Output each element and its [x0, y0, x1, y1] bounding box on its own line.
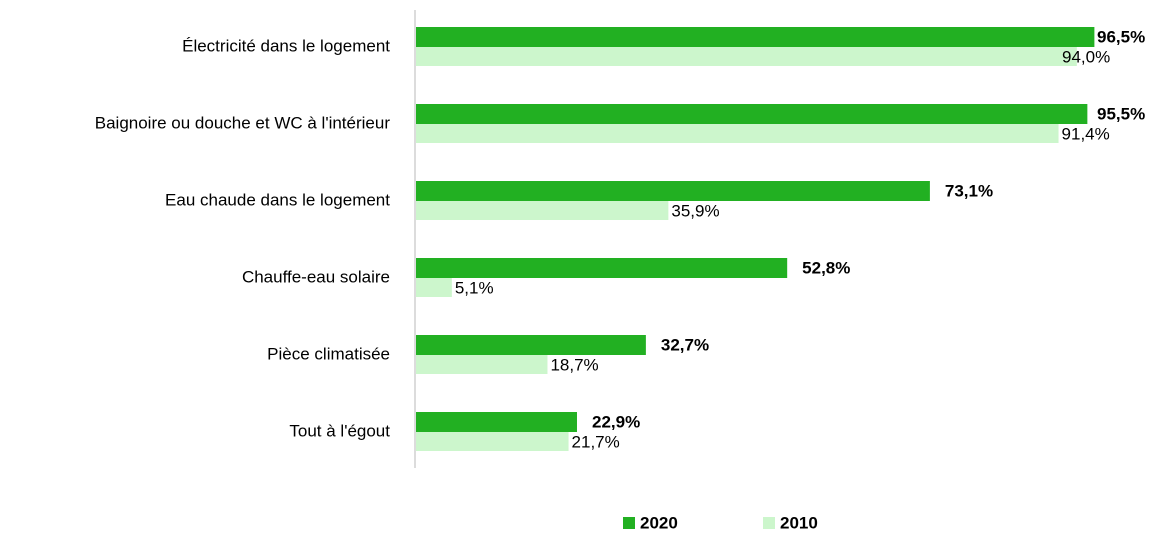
data-label: 22,9%	[592, 412, 640, 431]
category-label: Eau chaude dans le logement	[165, 190, 390, 209]
bar	[416, 412, 577, 432]
bar	[416, 258, 788, 278]
bar	[416, 27, 1095, 47]
category-label: Chauffe-eau solaire	[242, 267, 390, 286]
data-label: 91,4%	[1062, 124, 1110, 143]
bar	[416, 278, 452, 297]
data-label: 32,7%	[661, 335, 709, 354]
bar	[416, 47, 1077, 66]
category-label: Électricité dans le logement	[182, 36, 390, 55]
legend-swatch	[763, 517, 775, 529]
bar	[416, 201, 669, 220]
legend-label: 2020	[640, 513, 678, 532]
bar	[416, 432, 569, 451]
data-label: 95,5%	[1097, 104, 1145, 123]
data-label: 35,9%	[671, 201, 719, 220]
data-label: 96,5%	[1097, 27, 1145, 46]
data-label: 18,7%	[550, 355, 598, 374]
bar	[416, 181, 930, 201]
bar	[416, 355, 548, 374]
data-label: 52,8%	[802, 258, 850, 277]
bar	[416, 335, 646, 355]
legend-swatch	[623, 517, 635, 529]
category-label: Baignoire ou douche et WC à l'intérieur	[95, 113, 391, 132]
legend-label: 2010	[780, 513, 818, 532]
category-label: Tout à l'égout	[289, 421, 390, 440]
data-label: 21,7%	[572, 432, 620, 451]
category-label: Pièce climatisée	[267, 344, 390, 363]
data-label: 94,0%	[1062, 47, 1110, 66]
bar	[416, 124, 1059, 143]
data-label: 5,1%	[455, 278, 494, 297]
bar	[416, 104, 1088, 124]
data-label: 73,1%	[945, 181, 993, 200]
